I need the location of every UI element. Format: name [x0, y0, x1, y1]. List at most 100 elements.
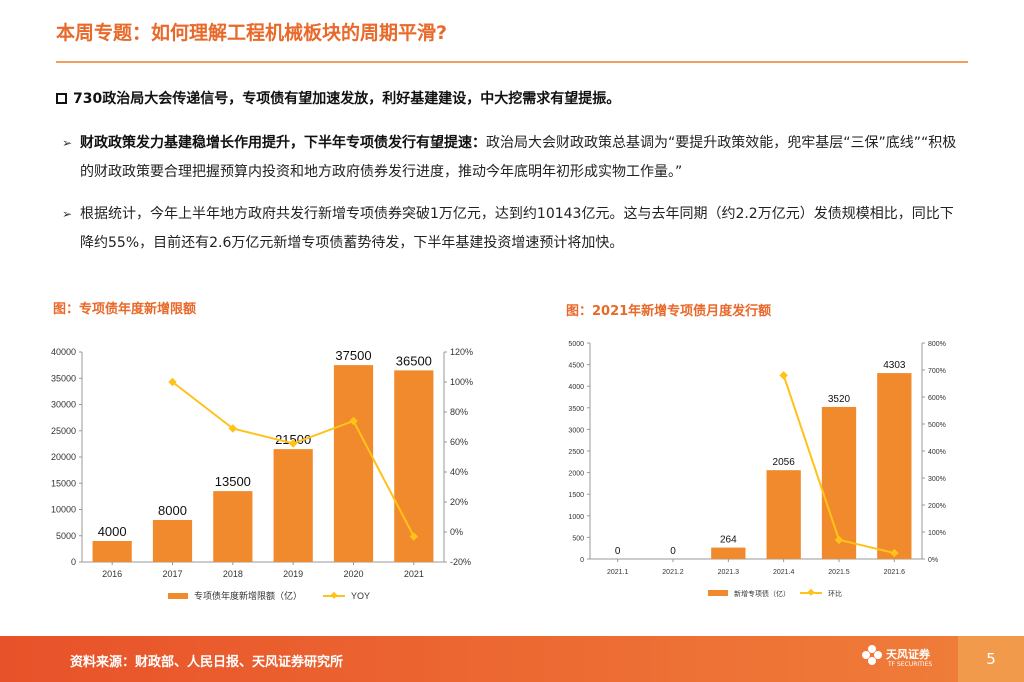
x-tick-label: 2021.6 [884, 569, 906, 576]
headline-text: 730政治局大会传递信号，专项债有望加速发放，利好基建建设，中大挖需求有望提振。 [73, 91, 621, 107]
legend-label: 环比 [828, 589, 842, 598]
x-tick-label: 2016 [102, 569, 122, 579]
y-tick-label: 5000 [568, 341, 584, 348]
y2-tick-label: 700% [928, 368, 946, 375]
bullet-text: 政治局大会财政政策总基调为“要提升政策效能，兜牢基层“三保”底线”“积极的财政政… [80, 135, 957, 180]
y2-tick-label: 100% [928, 530, 946, 537]
bar-value-label: 8000 [158, 503, 187, 518]
legend-swatch-bar [708, 590, 728, 596]
x-tick-label: 2021 [404, 569, 424, 579]
x-tick-label: 2019 [283, 569, 303, 579]
y2-tick-label: 300% [928, 476, 946, 483]
flower-logo-icon [862, 645, 882, 665]
y-tick-label: 3000 [568, 427, 584, 434]
figure-2-label: 图：2021年新增专项债月度发行额 [566, 304, 772, 319]
x-tick-label: 2018 [223, 569, 243, 579]
legend-label: 专项债年度新增限额（亿） [194, 590, 302, 601]
legend-label: 新增专项债（亿） [734, 589, 790, 598]
y-tick-label: 10000 [51, 505, 76, 515]
legend-label: YOY [351, 591, 370, 601]
y2-tick-label: 800% [928, 341, 946, 348]
y-tick-label: 25000 [51, 426, 76, 436]
bar-value-label: 4000 [98, 524, 127, 539]
bar [821, 406, 857, 559]
y2-tick-label: 100% [450, 377, 473, 387]
bar [213, 491, 253, 562]
figure-1-label: 图：专项债年度新增限额 [53, 302, 197, 317]
y-tick-label: 35000 [51, 373, 76, 383]
x-tick-label: 2021.3 [718, 569, 740, 576]
page-title: 本周专题：如何理解工程机械板块的周期平滑? [56, 22, 448, 44]
bullet-bold-lead: 财政政策发力基建稳增长作用提升，下半年专项债发行有望提速： [80, 135, 486, 151]
bar-value-label: 36500 [396, 353, 432, 368]
line-point [779, 371, 788, 380]
line-point [288, 439, 298, 448]
y2-tick-label: 120% [450, 347, 473, 357]
bar-value-label: 13500 [215, 474, 251, 489]
annual-quota-chart: 0500010000150002000025000300003500040000… [51, 347, 473, 601]
title-divider [56, 61, 968, 63]
logo-text: 天风证券 [886, 648, 930, 661]
y-tick-label: 4500 [568, 363, 584, 370]
bar [877, 373, 912, 559]
bar [394, 370, 434, 562]
y2-tick-label: 20% [450, 497, 468, 507]
bar-value-label: 4303 [883, 360, 906, 371]
y-tick-label: 15000 [51, 478, 76, 488]
x-tick-label: 2021.2 [662, 569, 684, 576]
monthly-issuance-chart: 0 500 1000 1500 2000 2500 3000 3500 4000 4500 5000… [568, 341, 946, 598]
legend-swatch-marker [330, 591, 338, 599]
y2-tick-label: 0% [928, 557, 938, 564]
bar [333, 365, 374, 562]
line-point [349, 416, 358, 426]
y-tick-label: 20000 [51, 452, 76, 462]
headline: 730政治局大会传递信号，专项债有望加速发放，利好基建建设，中大挖需求有望提振。 [56, 88, 620, 108]
page-number: 5 [958, 636, 1024, 682]
bar-value-label: 264 [720, 535, 737, 546]
bar-value-label: 0 [615, 546, 621, 557]
y-tick-label: 30000 [51, 400, 76, 410]
x-tick-label: 2021.5 [828, 569, 850, 576]
y-tick-label: 3500 [568, 406, 584, 413]
y2-tick-label: 500% [928, 422, 946, 429]
y-tick-label: 2000 [568, 471, 584, 478]
bar [273, 449, 313, 562]
bar-value-label: 2056 [773, 457, 796, 468]
legend-swatch-marker [807, 588, 815, 596]
line-point [228, 424, 238, 433]
y-tick-label: 40000 [51, 347, 76, 357]
y-tick-label: 1000 [568, 514, 584, 521]
y-tick-label: 1500 [568, 492, 584, 499]
footer-bar: 资料来源：财政部、人民日报、天风证券研究所 天风证券 TF SECURITIES… [0, 636, 1024, 682]
y2-tick-label: 40% [450, 467, 468, 477]
y-tick-label: 5000 [56, 531, 76, 541]
y2-tick-label: -20% [450, 557, 471, 567]
bullet-text: 根据统计，今年上半年地方政府共发行新增专项债券突破1万亿元，达到约10143亿元… [80, 206, 954, 251]
logo-subtext: TF SECURITIES [888, 661, 933, 668]
bar-value-label: 3520 [828, 394, 851, 405]
x-tick-label: 2021.1 [607, 569, 629, 576]
bar [92, 541, 132, 562]
arrow-bullet-icon: ➢ [62, 136, 73, 150]
y2-tick-label: 400% [928, 449, 946, 456]
y-tick-label: 2500 [568, 449, 584, 456]
bar-value-label: 37500 [335, 348, 371, 363]
bullet-item: ➢ 根据统计，今年上半年地方政府共发行新增专项债券突破1万亿元，达到约10143… [62, 200, 962, 258]
y2-tick-label: 600% [928, 395, 946, 402]
y-tick-label: 0 [71, 557, 76, 567]
square-bullet-icon [56, 93, 67, 104]
legend-swatch-bar [168, 593, 188, 599]
bullet-item: ➢ 财政政策发力基建稳增长作用提升，下半年专项债发行有望提速：政治局大会财政政策… [62, 129, 962, 187]
x-tick-label: 2017 [162, 569, 182, 579]
x-tick-label: 2020 [343, 569, 363, 579]
brand-logo: 天风证券 TF SECURITIES [862, 645, 932, 668]
line-point [890, 548, 899, 558]
bar-value-label: 0 [670, 546, 676, 557]
bar [711, 547, 746, 559]
bar [152, 520, 193, 562]
y2-tick-label: 80% [450, 407, 468, 417]
arrow-bullet-icon: ➢ [62, 207, 73, 221]
y-tick-label: 4000 [568, 384, 584, 391]
y2-tick-label: 0% [450, 527, 463, 537]
y2-tick-label: 200% [928, 503, 946, 510]
